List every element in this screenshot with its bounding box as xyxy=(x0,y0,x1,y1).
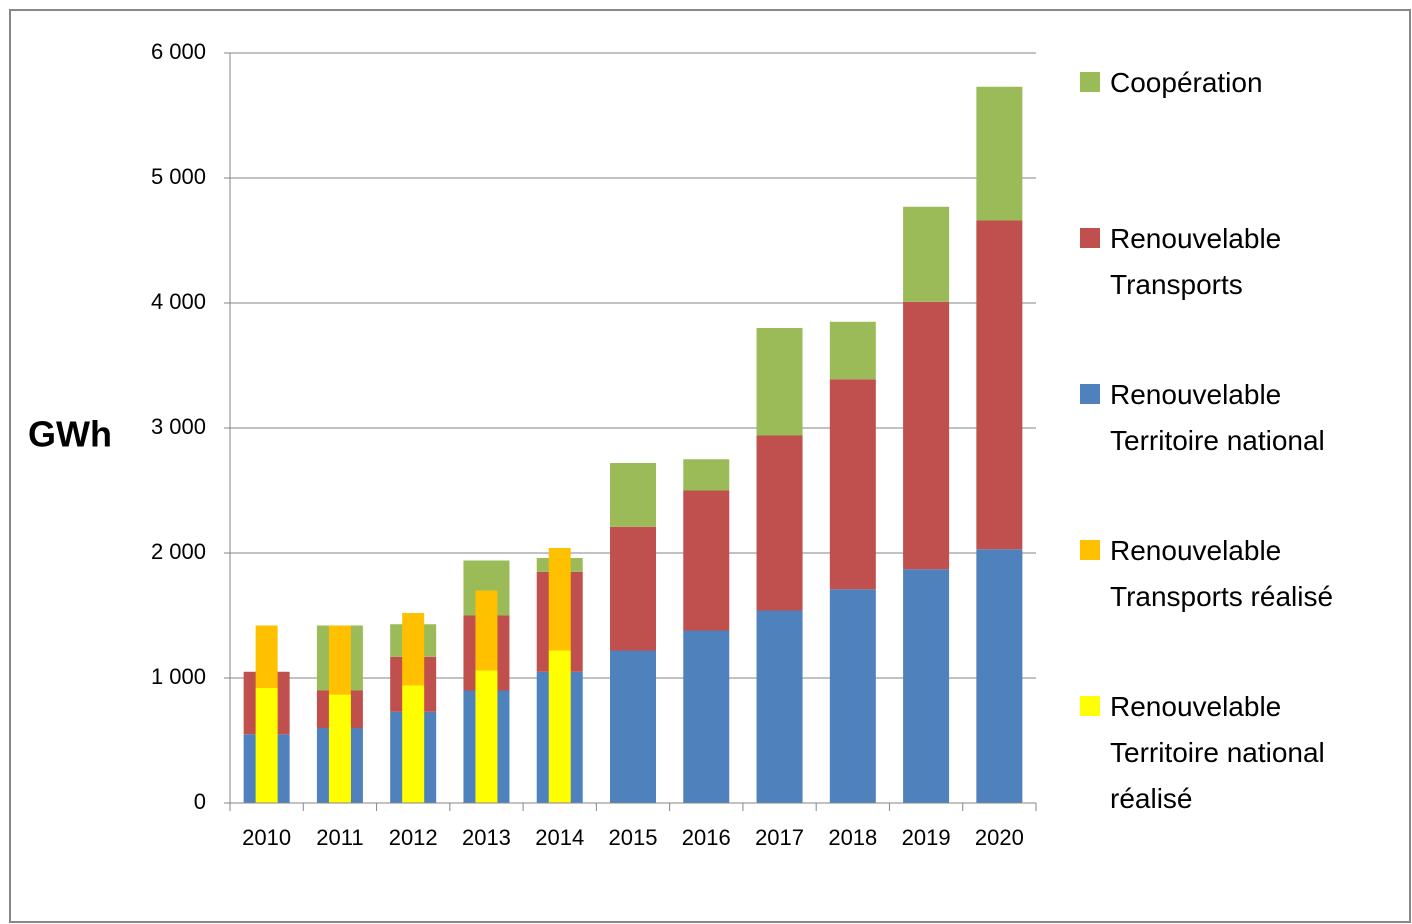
bar-segment xyxy=(756,435,803,611)
bar-segment xyxy=(610,526,656,651)
overlay-bar-segment xyxy=(475,590,498,671)
overlay-bar-segment xyxy=(255,625,278,688)
overlay-bar-segment xyxy=(548,548,571,651)
legend-item: Renouvelable Transports xyxy=(1080,216,1380,308)
y-tick-label: 0 xyxy=(194,789,206,814)
bar-segment xyxy=(903,301,950,570)
overlay-bar-segment xyxy=(328,694,351,803)
x-tick-label: 2017 xyxy=(755,825,804,850)
y-tick-label: 2 000 xyxy=(151,539,206,564)
x-tick-label: 2016 xyxy=(682,825,731,850)
overlay-bar-segment xyxy=(402,685,425,803)
legend-swatch xyxy=(1080,540,1100,560)
legend-item: Coopération xyxy=(1080,60,1380,106)
legend-swatch xyxy=(1080,228,1100,248)
x-tick-label: 2011 xyxy=(316,825,363,850)
legend-label: Renouvelable Transports réalisé xyxy=(1110,535,1334,612)
y-tick-label: 6 000 xyxy=(151,39,206,64)
bar-segment xyxy=(756,328,803,436)
bar-segment xyxy=(829,589,876,803)
legend-swatch xyxy=(1080,384,1100,404)
bar-segment xyxy=(683,490,730,631)
y-tick-label: 5 000 xyxy=(151,164,206,189)
bar-segment xyxy=(903,206,950,302)
bar-segment xyxy=(610,650,656,803)
legend-swatch xyxy=(1080,696,1100,716)
y-axis-label: GWh xyxy=(28,414,112,455)
legend-item: Renouvelable Territoire national réalisé xyxy=(1080,684,1380,822)
x-tick-label: 2013 xyxy=(462,825,511,850)
x-tick-label: 2018 xyxy=(828,825,877,850)
legend-label: Coopération xyxy=(1110,67,1263,98)
bar-segment xyxy=(610,463,656,527)
x-tick-label: 2015 xyxy=(609,825,658,850)
bar-segment xyxy=(903,569,950,803)
legend-item: Renouvelable Territoire national xyxy=(1080,372,1380,464)
legend-label: Renouvelable Territoire national xyxy=(1110,379,1325,456)
x-tick-label: 2010 xyxy=(242,825,291,850)
y-tick-label: 4 000 xyxy=(151,289,206,314)
overlay-bar-segment xyxy=(402,613,425,686)
legend-label: Renouvelable Transports xyxy=(1110,223,1282,300)
legend-item: Renouvelable Transports réalisé xyxy=(1080,528,1380,620)
bar-segment xyxy=(829,321,876,380)
bar-segment xyxy=(976,220,1023,550)
overlay-bar-segment xyxy=(328,625,351,695)
x-tick-label: 2012 xyxy=(389,825,438,850)
y-tick-label: 1 000 xyxy=(151,664,206,689)
legend-swatch xyxy=(1080,72,1100,92)
overlay-bar-segment xyxy=(255,688,278,803)
x-tick-label: 2020 xyxy=(975,825,1024,850)
bar-segment xyxy=(976,86,1023,221)
x-tick-label: 2014 xyxy=(535,825,584,850)
legend-label: Renouvelable Territoire national réalisé xyxy=(1110,691,1325,814)
bar-segment xyxy=(829,379,876,590)
bar-segment xyxy=(756,610,803,803)
bar-segment xyxy=(683,459,730,491)
overlay-bar-segment xyxy=(475,670,498,803)
x-tick-label: 2019 xyxy=(902,825,951,850)
bar-segment xyxy=(976,549,1023,803)
overlay-bar-segment xyxy=(548,650,571,803)
bar-segment xyxy=(683,630,730,803)
y-tick-label: 3 000 xyxy=(151,414,206,439)
